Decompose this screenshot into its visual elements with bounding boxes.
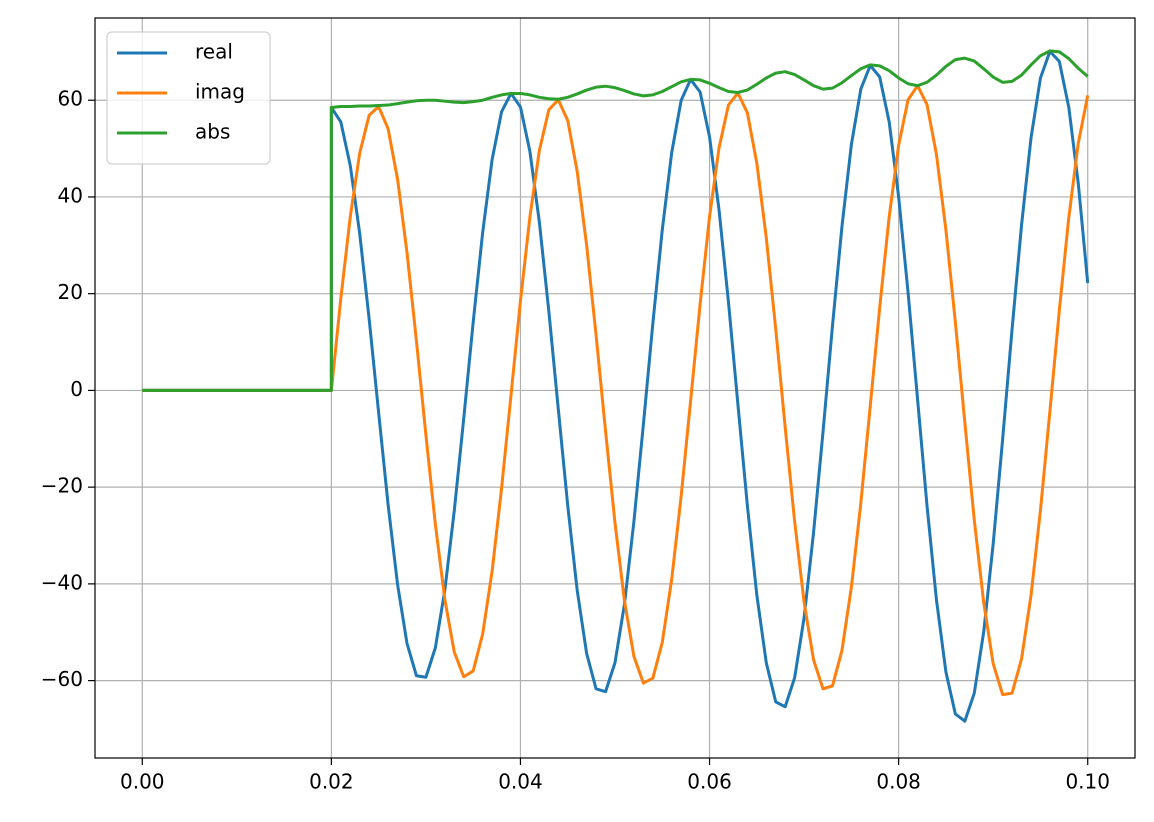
axes-frame bbox=[94, 17, 1136, 759]
x-tick-label: 0.10 bbox=[1065, 770, 1110, 794]
lines bbox=[142, 49, 1090, 723]
x-tick-label: 0.04 bbox=[498, 770, 543, 794]
line-series bbox=[142, 49, 1090, 723]
legend: real imag abs bbox=[106, 31, 271, 165]
x-tick-label: 0.08 bbox=[876, 770, 921, 794]
legend-label: real bbox=[195, 40, 233, 64]
x-tick-label: 0.02 bbox=[309, 770, 354, 794]
x-tick-label: 0.00 bbox=[120, 770, 165, 794]
legend-box bbox=[106, 31, 271, 165]
y-tick-label: 60 bbox=[58, 87, 83, 111]
x-tick-label: 0.06 bbox=[687, 770, 732, 794]
y-tick-label: −20 bbox=[41, 474, 83, 498]
ticks: 0.00 0.02 0.04 0.06 0.08 0.10 −60 −40 −20 0 20 40 60 bbox=[41, 87, 1110, 794]
y-tick-label: −60 bbox=[41, 667, 83, 691]
line-series bbox=[142, 84, 1090, 697]
legend-label: imag bbox=[195, 80, 245, 104]
legend-label: abs bbox=[195, 120, 230, 144]
y-tick-label: −40 bbox=[41, 570, 83, 594]
y-tick-label: 40 bbox=[58, 183, 83, 207]
y-tick-label: 0 bbox=[70, 377, 83, 401]
y-tick-label: 20 bbox=[58, 280, 83, 304]
line-series bbox=[142, 49, 1089, 392]
